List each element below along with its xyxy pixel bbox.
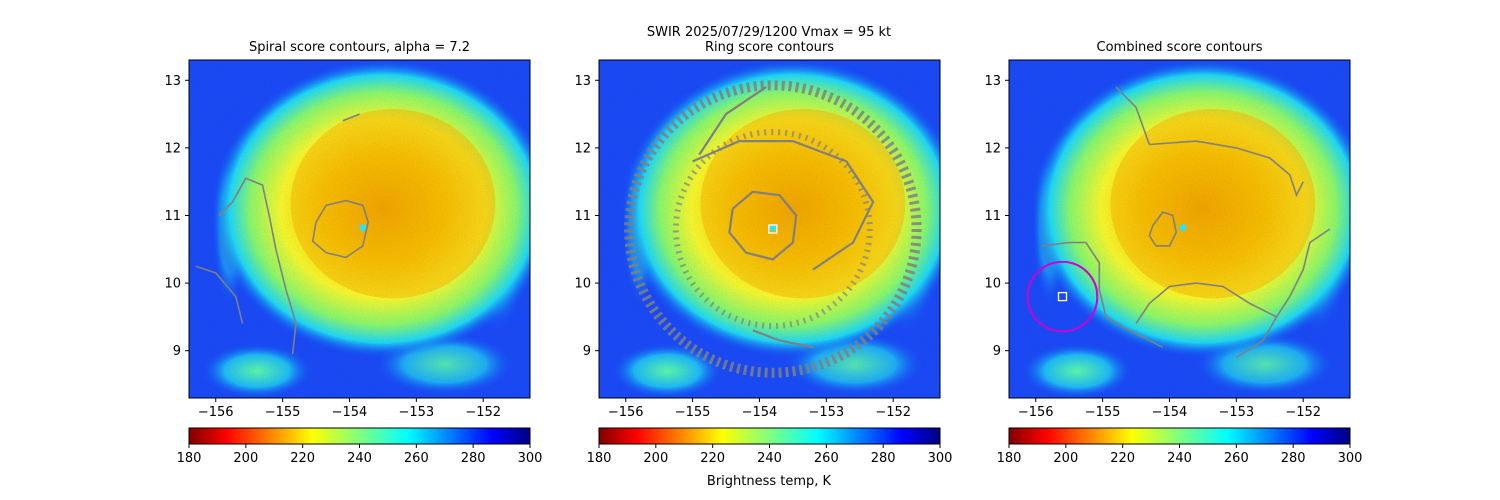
satellite-image <box>599 60 940 398</box>
axes-frame <box>598 59 941 399</box>
panel-2: Ring score contours −156 −155 −154 −153 −152 9… <box>574 40 953 466</box>
y-tick-label: 9 <box>583 344 591 359</box>
score-contour <box>1148 211 1178 247</box>
colorbar-tick-label: 240 <box>1167 451 1192 466</box>
x-tick-label: −152 <box>875 405 911 420</box>
storm-eye <box>359 224 367 232</box>
panel-title: Spiral score contours, alpha = 7.2 <box>249 40 470 55</box>
colorbar-tick-label: 300 <box>518 451 543 466</box>
storm-eye <box>769 224 777 232</box>
colorbar-tick-label: 220 <box>290 451 315 466</box>
axes-frame <box>188 59 531 399</box>
colorbar-tick-label: 180 <box>177 451 202 466</box>
y-tick-label: 11 <box>984 209 1001 224</box>
score-contour <box>624 80 922 378</box>
score-contour <box>1115 86 1151 145</box>
y-tick-label: 12 <box>574 141 591 156</box>
x-tick-label: −156 <box>198 405 234 420</box>
score-contour <box>1042 241 1164 349</box>
x-tick-label: −154 <box>742 405 778 420</box>
panel-title: Ring score contours <box>705 40 834 55</box>
colorbar-tick-label: 280 <box>871 451 896 466</box>
y-tick-label: 11 <box>164 209 181 224</box>
colorbar-tick-label: 180 <box>587 451 612 466</box>
x-tick-label: −155 <box>675 405 711 420</box>
search-circle <box>1026 260 1099 333</box>
score-contour <box>1135 282 1277 325</box>
colorbar-tick-label: 220 <box>700 451 725 466</box>
x-tick-label: −155 <box>1085 405 1121 420</box>
colorbar-tick-label: 300 <box>928 451 953 466</box>
y-tick-label: 13 <box>574 74 591 89</box>
score-contour <box>752 329 814 349</box>
colorbar <box>188 427 531 445</box>
colorbar-tick-label: 240 <box>757 451 782 466</box>
panel-3: Combined score contours −156 −155 −154 −153 −… <box>984 40 1363 466</box>
center-marker <box>1057 291 1068 302</box>
x-tick-label: −155 <box>265 405 301 420</box>
colorbar <box>1008 427 1351 445</box>
satellite-image <box>1009 60 1350 398</box>
x-tick-label: −154 <box>332 405 368 420</box>
score-contour <box>195 265 244 324</box>
score-contour <box>1235 228 1331 359</box>
storm-eye <box>1179 224 1187 232</box>
colorbar-tick-label: 260 <box>404 451 429 466</box>
colorbar-label: Brightness temp, K <box>707 474 832 489</box>
score-contour <box>672 129 873 329</box>
center-marker <box>768 224 778 234</box>
score-contour <box>342 113 360 122</box>
score-contour <box>1149 140 1304 198</box>
colorbar-tick-label: 200 <box>233 451 258 466</box>
x-tick-label: −152 <box>465 405 501 420</box>
x-tick-label: −152 <box>1285 405 1321 420</box>
colorbar-tick-label: 180 <box>997 451 1022 466</box>
y-tick-label: 10 <box>164 277 181 292</box>
x-tick-label: −154 <box>1152 405 1188 420</box>
colorbar-tick-label: 280 <box>461 451 486 466</box>
y-tick-label: 9 <box>993 344 1001 359</box>
satellite-image <box>189 60 530 398</box>
colorbar-tick-label: 200 <box>643 451 668 466</box>
colorbar-tick-label: 200 <box>1053 451 1078 466</box>
y-tick-label: 11 <box>574 209 591 224</box>
colorbar-tick-label: 240 <box>347 451 372 466</box>
y-tick-label: 10 <box>574 277 591 292</box>
colorbar <box>598 427 941 445</box>
score-contour <box>218 177 297 355</box>
colorbar-tick-label: 260 <box>1224 451 1249 466</box>
panel-title: Combined score contours <box>1097 40 1263 55</box>
suptitle: SWIR 2025/07/29/1200 Vmax = 95 kt <box>647 25 891 40</box>
score-contour <box>728 190 798 261</box>
axes-frame <box>1008 59 1351 399</box>
panel-1: Spiral score contours, alpha = 7.2 −156 −1… <box>164 40 543 466</box>
score-contour <box>311 199 370 259</box>
colorbar-tick-label: 220 <box>1110 451 1135 466</box>
x-tick-label: −153 <box>808 405 844 420</box>
y-tick-label: 12 <box>164 141 181 156</box>
y-tick-label: 12 <box>984 141 1001 156</box>
score-contour <box>698 86 767 156</box>
colorbar-tick-label: 260 <box>814 451 839 466</box>
x-tick-label: −153 <box>1218 405 1254 420</box>
y-tick-label: 10 <box>984 277 1001 292</box>
colorbar-tick-label: 280 <box>1281 451 1306 466</box>
y-tick-label: 9 <box>173 344 181 359</box>
y-tick-label: 13 <box>984 74 1001 89</box>
x-tick-label: −156 <box>1018 405 1054 420</box>
colorbar-tick-label: 300 <box>1338 451 1363 466</box>
x-tick-label: −153 <box>398 405 434 420</box>
y-tick-label: 13 <box>164 74 181 89</box>
x-tick-label: −156 <box>608 405 644 420</box>
